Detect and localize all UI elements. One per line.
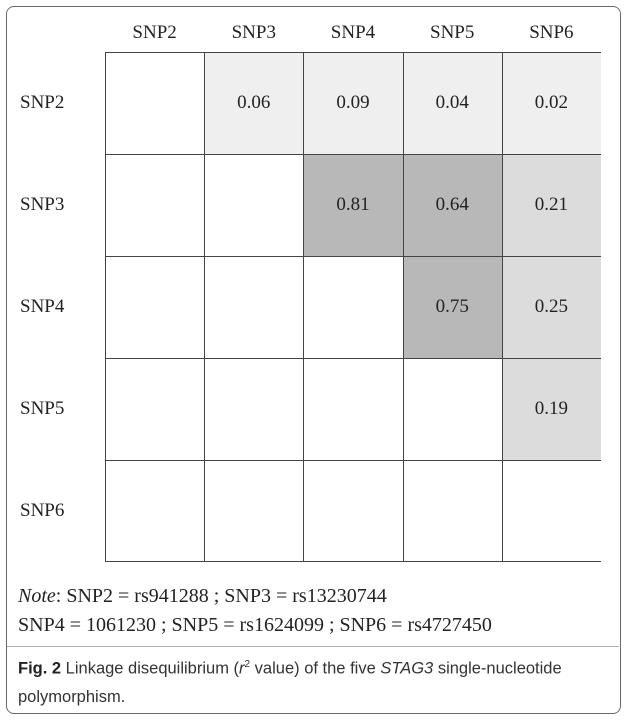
- ld-cell: 0.25: [501, 256, 601, 358]
- ld-cell: 0.09: [303, 52, 403, 154]
- caption-text-1: Linkage disequilibrium (: [61, 659, 240, 678]
- grid-line-horizontal: [105, 52, 601, 53]
- figure-caption: Fig. 2 Linkage disequilibrium (r2 value)…: [18, 651, 608, 711]
- ld-cell: 0.75: [402, 256, 502, 358]
- grid-line-vertical: [502, 52, 503, 562]
- gene-name: STAG3: [380, 659, 434, 678]
- figure-frame: [6, 6, 621, 714]
- caption-text-3: single-nucleotide polymorphism.: [18, 659, 562, 706]
- grid-line-horizontal: [105, 358, 601, 359]
- grid-line-horizontal: [105, 460, 601, 461]
- ld-cell: 0.64: [402, 154, 502, 256]
- note-line-1-text: : SNP2 = rs941288 ; SNP3 = rs13230744: [55, 585, 387, 607]
- row-header-snp6: SNP6: [20, 500, 65, 521]
- grid-line-vertical: [204, 52, 205, 562]
- row-header-snp3: SNP3: [20, 194, 65, 215]
- row-header-snp5: SNP5: [20, 398, 65, 419]
- grid-line-horizontal: [105, 561, 601, 562]
- ld-cell: [303, 460, 403, 562]
- ld-cell: [204, 460, 304, 562]
- note-block: Note: SNP2 = rs941288 ; SNP3 = rs1323074…: [18, 582, 618, 640]
- grid-line-vertical: [403, 52, 404, 562]
- note-label: Note: [18, 585, 56, 607]
- ld-cell: 0.06: [204, 52, 304, 154]
- column-header-snp2: SNP2: [132, 22, 177, 43]
- ld-cell: [303, 358, 403, 460]
- caption-text-2: value) of the five: [250, 659, 381, 678]
- column-header-snp5: SNP5: [430, 22, 475, 43]
- ld-cell: [402, 358, 502, 460]
- ld-cell: 0.04: [402, 52, 502, 154]
- ld-cell: [501, 460, 601, 562]
- note-line-1: Note: SNP2 = rs941288 ; SNP3 = rs1323074…: [18, 582, 618, 611]
- ld-cell: 0.19: [501, 358, 601, 460]
- ld-cell: [204, 154, 304, 256]
- ld-cell: [303, 256, 403, 358]
- ld-cell: [105, 52, 205, 154]
- caption-divider: [7, 646, 619, 647]
- grid-line-vertical: [303, 52, 304, 562]
- figure-label: Fig. 2: [18, 659, 62, 678]
- column-header-snp4: SNP4: [330, 22, 376, 43]
- r-symbol: r: [239, 659, 245, 678]
- ld-cell: [402, 460, 502, 562]
- grid-line-vertical: [105, 52, 106, 562]
- r-superscript: 2: [244, 659, 251, 670]
- ld-cell: 0.21: [501, 154, 601, 256]
- row-header-snp2: SNP2: [20, 92, 65, 113]
- ld-cell: 0.81: [303, 154, 403, 256]
- ld-cell: [105, 256, 205, 358]
- column-header-snp3: SNP3: [231, 22, 276, 43]
- grid-line-horizontal: [105, 154, 601, 155]
- ld-cell: [105, 460, 205, 562]
- ld-cell: [204, 256, 304, 358]
- ld-cell: [204, 358, 304, 460]
- note-line-2: SNP4 = 1061230 ; SNP5 = rs1624099 ; SNP6…: [18, 614, 492, 636]
- ld-matrix: 0.06 0.09 0.04 0.02 0.81 0.64 0.21 0.75 0.25 0.19: [105, 52, 601, 562]
- ld-cell: [105, 358, 205, 460]
- ld-cell: [105, 154, 205, 256]
- grid-line-horizontal: [105, 256, 601, 257]
- ld-cell: 0.02: [501, 52, 601, 154]
- column-header-snp6: SNP6: [529, 22, 574, 43]
- row-header-snp4: SNP4: [20, 296, 65, 317]
